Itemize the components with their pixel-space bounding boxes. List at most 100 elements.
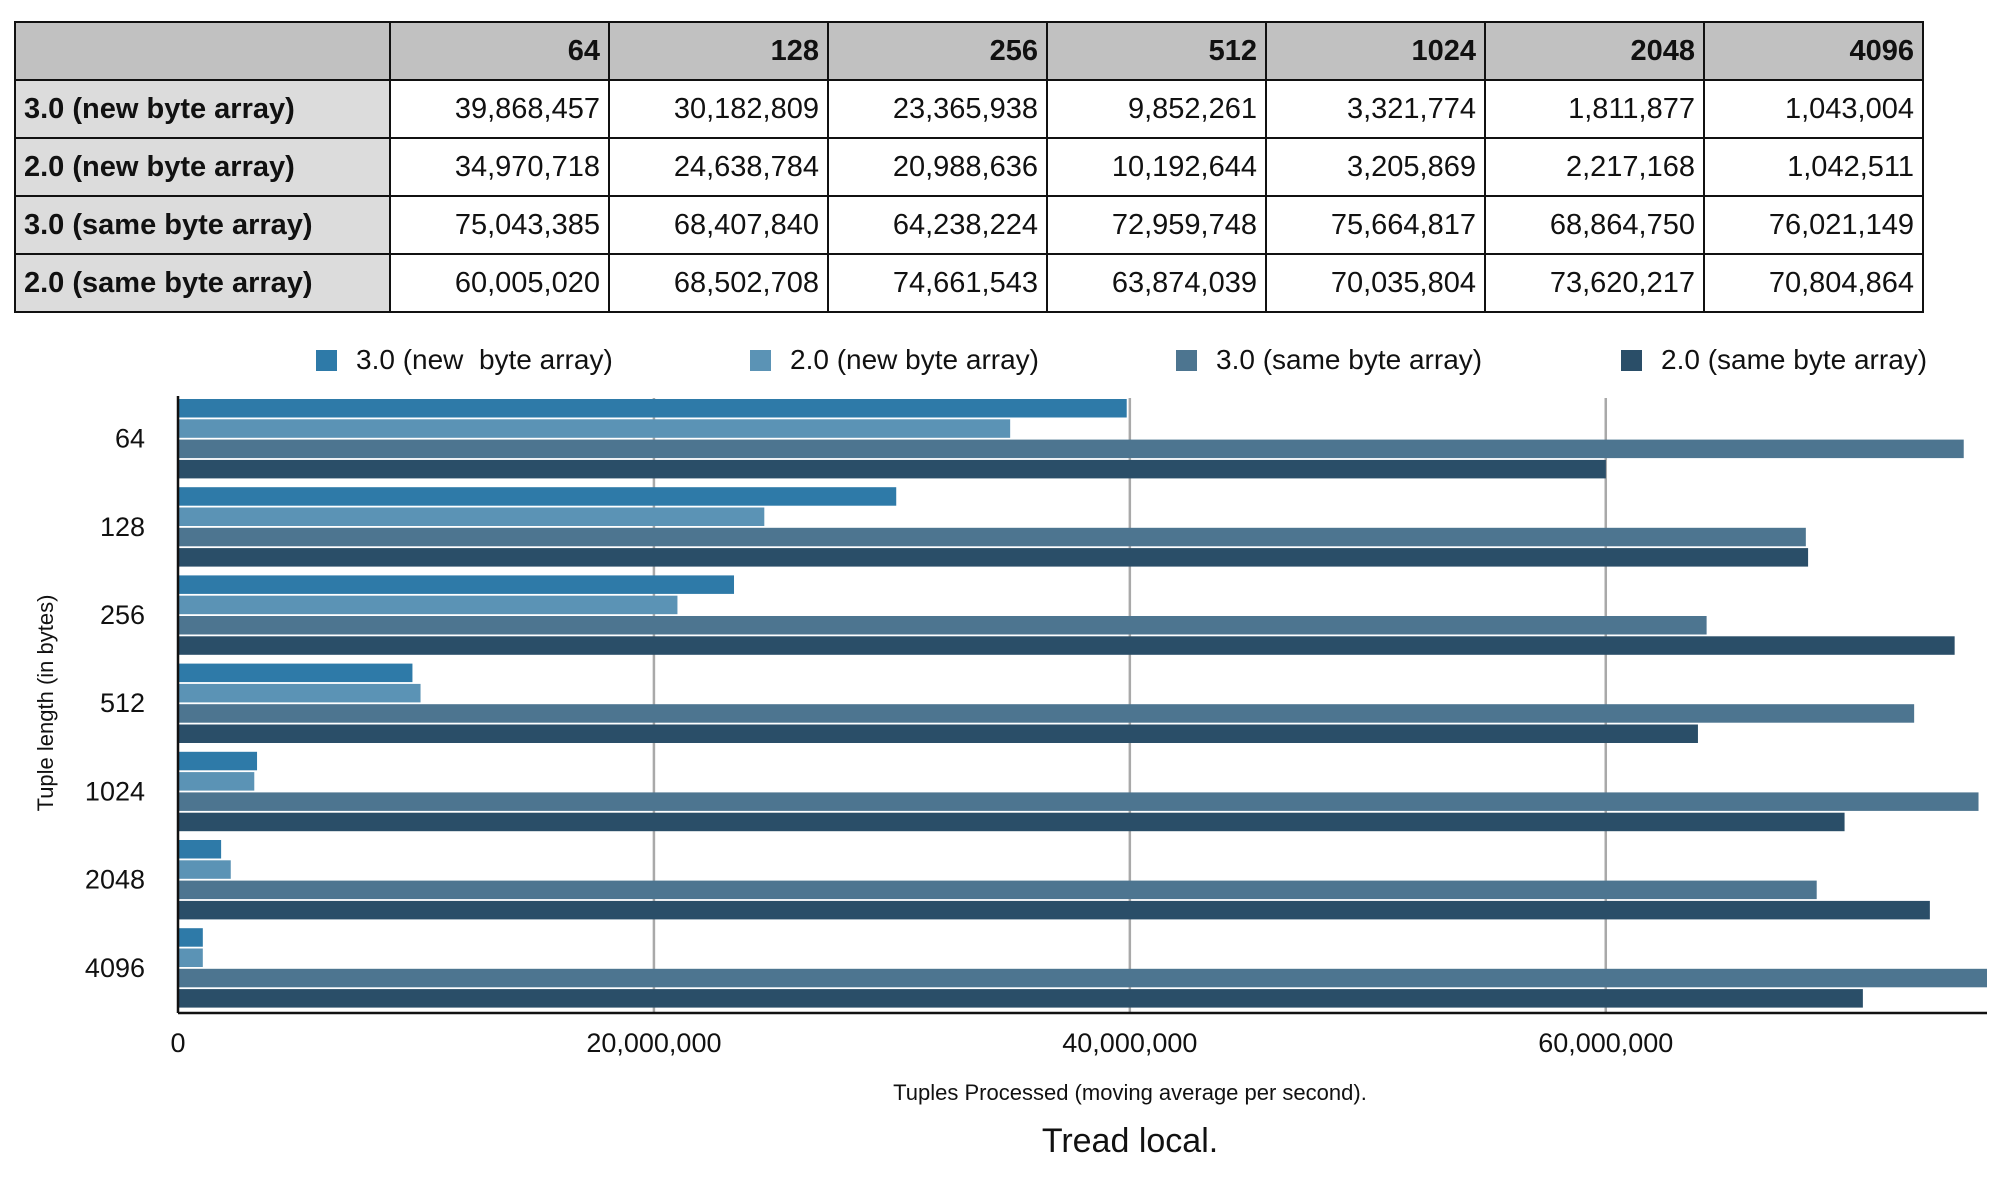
legend-item: 2.0 (new byte array): [750, 338, 1039, 382]
bar: [178, 704, 1915, 723]
table-cell: 70,804,864: [1703, 253, 1924, 313]
legend-swatch: [1621, 349, 1642, 371]
x-tick-label: 40,000,000: [1062, 1028, 1197, 1058]
legend-swatch: [750, 349, 771, 371]
table-row-label: 3.0 (new byte array): [14, 79, 391, 139]
bar: [178, 840, 222, 859]
table-cell: 63,874,039: [1046, 253, 1267, 313]
table-cell: 2,217,168: [1484, 137, 1705, 197]
bar: [178, 636, 1955, 655]
bar: [178, 683, 421, 703]
table-cell: 1,043,004: [1703, 79, 1924, 139]
table-cell: 73,620,217: [1484, 253, 1705, 313]
table-cell: 76,021,149: [1703, 195, 1924, 255]
chart-title: Tread local.: [1042, 1122, 1218, 1160]
bar: [178, 860, 231, 879]
bar: [178, 928, 203, 947]
bar: [178, 548, 1809, 567]
table-cell: 68,407,840: [608, 195, 829, 255]
bar: [178, 487, 897, 506]
bar: [178, 989, 1863, 1008]
legend-swatch: [1176, 349, 1197, 371]
table-cell: 1,811,877: [1484, 79, 1705, 139]
x-tick-label: 20,000,000: [586, 1028, 721, 1058]
legend-label: 3.0 (new byte array): [356, 344, 613, 375]
table-cell: 34,970,718: [389, 137, 610, 197]
chart-legend: 3.0 (new byte array) 2.0 (new byte array…: [0, 338, 1999, 382]
bar: [178, 772, 255, 791]
legend-item: 3.0 (same byte array): [1176, 338, 1482, 382]
bar: [178, 663, 413, 683]
y-tick-label: 2048: [85, 865, 145, 895]
table-row-label: 2.0 (new byte array): [14, 137, 391, 197]
y-tick-label: 64: [115, 424, 145, 454]
table-cell: 75,664,817: [1265, 195, 1486, 255]
bar: [178, 399, 1127, 418]
bar: [178, 439, 1964, 459]
table-cell: 20,988,636: [827, 137, 1048, 197]
table-cell: 9,852,261: [1046, 79, 1267, 139]
table-cell: 30,182,809: [608, 79, 829, 139]
legend-item: 2.0 (same byte array): [1621, 338, 1927, 382]
table-column-header: 1024: [1265, 21, 1486, 81]
table-cell: 68,864,750: [1484, 195, 1705, 255]
table-cell: 3,205,869: [1265, 137, 1486, 197]
bar: [178, 880, 1817, 900]
legend-label: 2.0 (same byte array): [1661, 344, 1928, 375]
axes: [176, 396, 1987, 1015]
table-cell: 24,638,784: [608, 137, 829, 197]
table-header-row: 64 128 256 512 1024 2048 4096: [14, 21, 1924, 81]
legend-label: 3.0 (same byte array): [1216, 344, 1483, 375]
x-tick-label: 0: [170, 1028, 185, 1058]
table-cell: 74,661,543: [827, 253, 1048, 313]
table-column-header: 128: [608, 21, 829, 81]
axis-labels: 0 20,000,000 40,000,000 60,000,000 64 128 256 5…: [85, 424, 1673, 1058]
table-column-header: 4096: [1703, 21, 1924, 81]
x-axis-title: Tuples Processed (moving average per sec…: [893, 1080, 1367, 1105]
bar: [178, 900, 1930, 920]
table-column-header: 512: [1046, 21, 1267, 81]
table-row: 3.0 (same byte array) 75,043,385 68,407,…: [14, 195, 1924, 255]
bar: [178, 459, 1606, 479]
y-tick-label: 1024: [85, 776, 145, 806]
bar: [178, 575, 735, 594]
y-tick-label: 128: [100, 512, 145, 542]
table-cell: 70,035,804: [1265, 253, 1486, 313]
y-axis-title: Tuple length (in bytes): [33, 595, 58, 812]
table-cell: 75,043,385: [389, 195, 610, 255]
table-row-label: 2.0 (same byte array): [14, 253, 391, 313]
data-table: 64 128 256 512 1024 2048 4096 3.0 (new b…: [14, 21, 1924, 313]
table-cell: 1,042,511: [1703, 137, 1924, 197]
table-row-label: 3.0 (same byte array): [14, 195, 391, 255]
bar: [178, 724, 1698, 743]
bar: [178, 527, 1806, 547]
table-cell: 64,238,224: [827, 195, 1048, 255]
table-corner-cell: [14, 21, 391, 81]
table-cell: 3,321,774: [1265, 79, 1486, 139]
table-column-header: 64: [389, 21, 610, 81]
bar: [178, 616, 1707, 635]
y-tick-label: 4096: [85, 953, 145, 983]
bar: [178, 792, 1979, 811]
y-tick-label: 512: [100, 688, 145, 718]
table-cell: 60,005,020: [389, 253, 610, 313]
legend-swatch: [316, 349, 337, 371]
legend-item: 3.0 (new byte array): [316, 338, 613, 382]
table-column-header: 256: [827, 21, 1048, 81]
bar: [178, 812, 1845, 832]
bar: [178, 948, 203, 967]
table-cell: 39,868,457: [389, 79, 610, 139]
table-row: 2.0 (new byte array) 34,970,718 24,638,7…: [14, 137, 1924, 197]
bar: [178, 751, 258, 771]
table-cell: 72,959,748: [1046, 195, 1267, 255]
y-tick-label: 256: [100, 600, 145, 630]
x-tick-label: 60,000,000: [1538, 1028, 1673, 1058]
table-column-header: 2048: [1484, 21, 1705, 81]
table-row: 3.0 (new byte array) 39,868,457 30,182,8…: [14, 79, 1924, 139]
table-cell: 68,502,708: [608, 253, 829, 313]
bar: [178, 419, 1011, 438]
table-row: 2.0 (same byte array) 60,005,020 68,502,…: [14, 253, 1924, 313]
bar: [178, 968, 1987, 988]
table-cell: 10,192,644: [1046, 137, 1267, 197]
